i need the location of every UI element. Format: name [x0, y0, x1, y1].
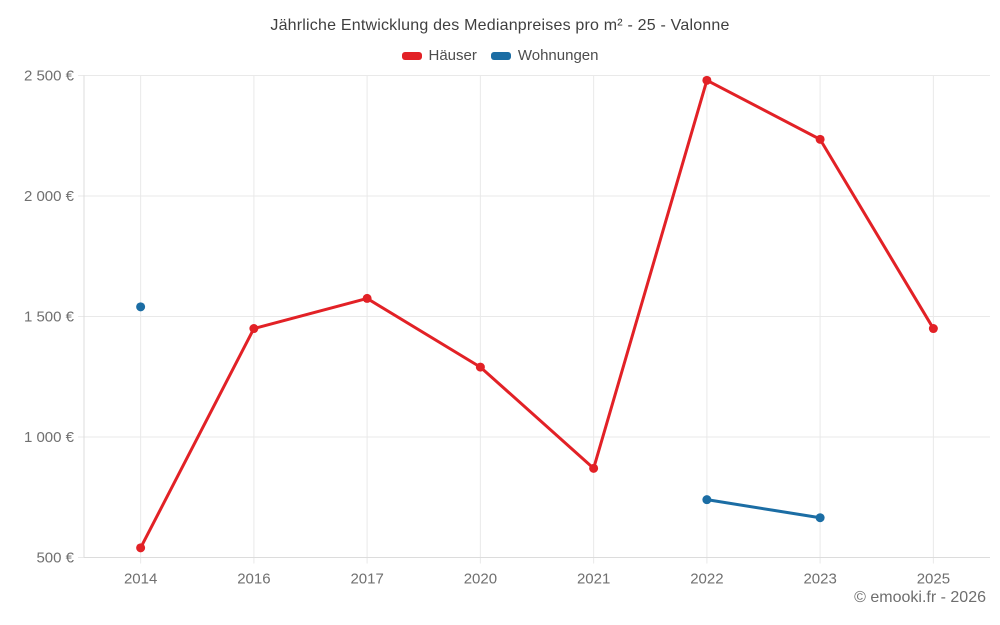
series-0-data-point[interactable] [589, 463, 599, 473]
y-tick-label: 2 000 € [24, 188, 75, 205]
legend-label: Wohnungen [517, 47, 599, 64]
legend-item-0[interactable]: Häuser [401, 47, 477, 64]
chart-title: Jährliche Entwicklung des Medianpreises … [270, 17, 730, 34]
x-tick-label: 2017 [350, 571, 383, 588]
y-tick-label: 500 € [36, 550, 74, 567]
legend-swatch-icon [401, 51, 422, 60]
series-0-segment [592, 78, 709, 470]
series-0-segment [252, 296, 369, 331]
x-tick-label: 2022 [690, 571, 723, 588]
series-0-segment [139, 327, 256, 550]
series-1-data-point[interactable] [136, 302, 146, 312]
x-tick-label: 2016 [237, 571, 270, 588]
series-0-data-point[interactable] [362, 293, 372, 303]
series-0-data-point[interactable] [249, 324, 259, 334]
series-1-data-point[interactable] [815, 513, 825, 523]
x-tick-label: 2023 [803, 571, 836, 588]
series-0-segment [705, 78, 822, 141]
legend-label: Häuser [428, 47, 477, 64]
x-tick-label: 2021 [577, 571, 610, 588]
x-tick-label: 2020 [464, 571, 497, 588]
legend-swatch-icon [490, 51, 511, 60]
y-tick-label: 1 500 € [24, 309, 75, 326]
series-0-data-point[interactable] [702, 75, 712, 85]
series-0-data-point[interactable] [928, 324, 938, 334]
series-0-segment [818, 137, 935, 331]
y-tick-label: 2 500 € [24, 68, 75, 85]
series-0-segment [365, 296, 482, 369]
series-0-data-point[interactable] [136, 543, 146, 553]
y-tick-label: 1 000 € [24, 429, 75, 446]
series-1-segment [705, 498, 822, 520]
series-0-segment [478, 365, 596, 470]
copyright-text: © emooki.fr - 2026 [854, 589, 986, 606]
x-tick-label: 2025 [917, 571, 950, 588]
series-0-data-point[interactable] [475, 362, 485, 372]
chart-legend: Häuser Wohnungen [0, 47, 1000, 64]
legend-item-1[interactable]: Wohnungen [490, 47, 599, 64]
x-tick-label: 2014 [124, 571, 157, 588]
series-0-data-point[interactable] [815, 134, 825, 144]
series-1-data-point[interactable] [702, 495, 712, 505]
